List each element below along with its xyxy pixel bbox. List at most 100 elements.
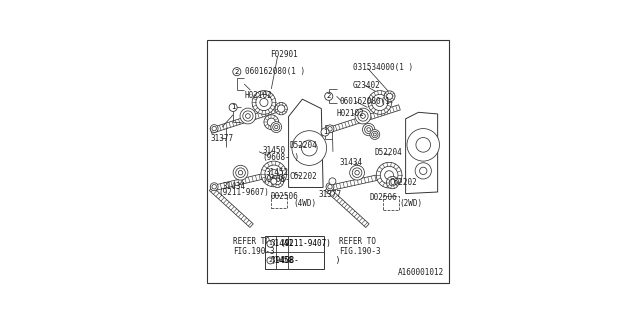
Text: 31458: 31458 bbox=[270, 256, 293, 265]
Text: REFER TO
FIG.190-3: REFER TO FIG.190-3 bbox=[339, 237, 381, 256]
Circle shape bbox=[256, 94, 272, 111]
Text: (9608-: (9608- bbox=[262, 153, 291, 163]
Circle shape bbox=[268, 118, 275, 126]
Circle shape bbox=[274, 178, 281, 185]
Polygon shape bbox=[406, 112, 438, 194]
Circle shape bbox=[373, 133, 376, 136]
Bar bbox=[265, 236, 324, 269]
Text: D02506: D02506 bbox=[271, 192, 299, 201]
Text: REFER TO
FIG.190-3: REFER TO FIG.190-3 bbox=[233, 237, 275, 256]
Circle shape bbox=[271, 175, 284, 188]
Circle shape bbox=[370, 130, 380, 140]
Text: 31450: 31450 bbox=[262, 146, 286, 155]
Circle shape bbox=[362, 124, 375, 136]
Text: 31434: 31434 bbox=[339, 158, 362, 167]
Circle shape bbox=[328, 185, 332, 189]
Circle shape bbox=[372, 131, 378, 138]
Circle shape bbox=[368, 91, 392, 114]
Text: 31377: 31377 bbox=[210, 134, 234, 143]
Circle shape bbox=[246, 114, 250, 118]
Circle shape bbox=[271, 178, 276, 184]
Circle shape bbox=[415, 163, 431, 179]
Text: 31441: 31441 bbox=[270, 239, 293, 248]
Text: 31434: 31434 bbox=[222, 182, 245, 191]
Polygon shape bbox=[326, 105, 400, 133]
Circle shape bbox=[243, 111, 253, 121]
Circle shape bbox=[212, 185, 216, 189]
Text: 060162080(1 ): 060162080(1 ) bbox=[246, 67, 305, 76]
Text: A160001012: A160001012 bbox=[397, 268, 444, 277]
Text: D52204: D52204 bbox=[290, 141, 317, 150]
Circle shape bbox=[358, 111, 368, 121]
Text: 2: 2 bbox=[268, 258, 273, 263]
Polygon shape bbox=[289, 99, 323, 188]
Text: 2: 2 bbox=[326, 93, 331, 99]
Circle shape bbox=[355, 108, 371, 124]
Circle shape bbox=[420, 167, 427, 174]
Circle shape bbox=[233, 165, 248, 180]
Circle shape bbox=[416, 138, 431, 152]
Bar bbox=[383, 196, 399, 210]
Polygon shape bbox=[211, 169, 284, 191]
Circle shape bbox=[355, 171, 359, 175]
Text: (2WD): (2WD) bbox=[399, 199, 422, 208]
Circle shape bbox=[384, 91, 395, 102]
Circle shape bbox=[326, 125, 334, 133]
Polygon shape bbox=[326, 170, 400, 191]
Circle shape bbox=[328, 127, 332, 131]
Circle shape bbox=[275, 125, 278, 129]
Circle shape bbox=[326, 183, 334, 191]
Polygon shape bbox=[325, 187, 369, 228]
Circle shape bbox=[389, 179, 396, 186]
Text: (9608-: (9608- bbox=[262, 175, 290, 184]
Circle shape bbox=[278, 105, 285, 112]
Circle shape bbox=[352, 168, 362, 178]
Circle shape bbox=[261, 161, 287, 187]
Circle shape bbox=[301, 140, 317, 156]
Circle shape bbox=[380, 166, 398, 184]
Circle shape bbox=[238, 171, 243, 175]
Text: F02901: F02901 bbox=[270, 50, 298, 59]
Circle shape bbox=[260, 98, 268, 107]
Text: 1: 1 bbox=[268, 241, 272, 246]
Circle shape bbox=[210, 183, 218, 191]
Circle shape bbox=[387, 176, 399, 189]
Circle shape bbox=[275, 102, 287, 115]
Text: 031534000(1 ): 031534000(1 ) bbox=[353, 63, 413, 72]
Circle shape bbox=[365, 125, 372, 133]
Circle shape bbox=[387, 93, 392, 99]
Text: C62202: C62202 bbox=[390, 178, 417, 187]
Circle shape bbox=[367, 128, 371, 132]
Circle shape bbox=[210, 124, 218, 132]
Circle shape bbox=[385, 171, 394, 180]
Text: 31377: 31377 bbox=[318, 190, 341, 199]
Text: (9408-        ): (9408- ) bbox=[271, 256, 340, 265]
Text: 2: 2 bbox=[235, 69, 239, 75]
Text: 31452: 31452 bbox=[265, 168, 288, 177]
Circle shape bbox=[265, 165, 283, 183]
Circle shape bbox=[271, 122, 282, 132]
Circle shape bbox=[252, 91, 276, 114]
Text: 1: 1 bbox=[231, 104, 236, 110]
Polygon shape bbox=[209, 187, 253, 228]
Text: (9211-9407): (9211-9407) bbox=[280, 239, 332, 248]
Text: C62202: C62202 bbox=[290, 172, 317, 181]
Circle shape bbox=[269, 170, 278, 178]
Circle shape bbox=[376, 98, 384, 107]
Circle shape bbox=[212, 126, 216, 131]
Circle shape bbox=[376, 162, 402, 188]
Circle shape bbox=[360, 114, 365, 118]
Circle shape bbox=[292, 131, 326, 165]
Circle shape bbox=[372, 94, 388, 111]
Polygon shape bbox=[210, 105, 284, 133]
Text: G23402: G23402 bbox=[353, 81, 380, 90]
Circle shape bbox=[329, 178, 336, 185]
Text: 1: 1 bbox=[323, 129, 327, 135]
Text: D02506: D02506 bbox=[369, 193, 397, 202]
Circle shape bbox=[273, 124, 280, 131]
Text: H02102: H02102 bbox=[337, 109, 364, 118]
Text: H02102: H02102 bbox=[244, 91, 273, 100]
Text: ): ) bbox=[276, 153, 300, 163]
Text: (4WD): (4WD) bbox=[294, 199, 317, 208]
Text: 060162080(1: 060162080(1 bbox=[339, 97, 390, 106]
